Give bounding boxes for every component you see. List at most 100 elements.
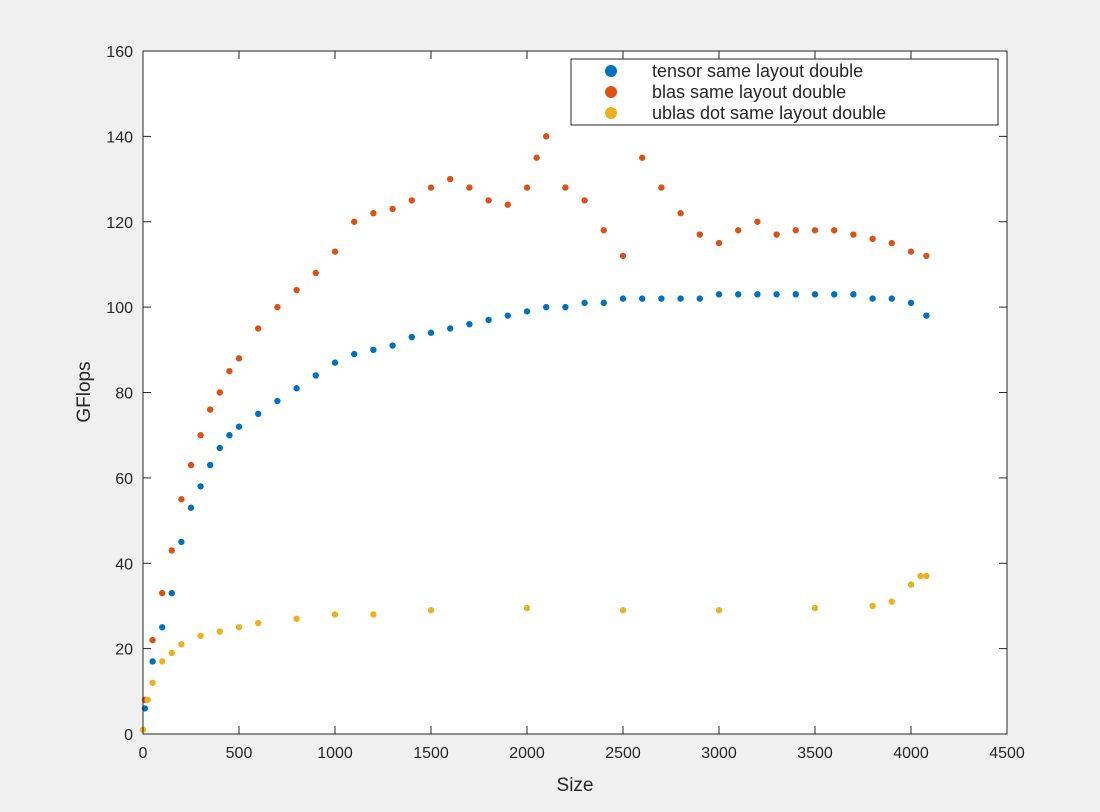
- data-point: [917, 572, 924, 580]
- data-point: [427, 607, 435, 614]
- data-point: [907, 299, 915, 307]
- data-point: [447, 325, 454, 332]
- data-point: [408, 197, 415, 204]
- y-tick-label: 20: [115, 642, 133, 659]
- data-point: [255, 325, 262, 332]
- data-point: [869, 602, 876, 610]
- legend-box: [570, 58, 999, 126]
- data-point: [504, 201, 511, 208]
- legend-label-tensor: tensor same layout double: [652, 61, 863, 81]
- data-point: [677, 210, 684, 217]
- data-point: [168, 649, 175, 657]
- series-tensor: [141, 291, 930, 712]
- data-point: [504, 312, 511, 319]
- data-point: [178, 496, 185, 503]
- y-tick-label: 100: [106, 300, 133, 317]
- data-point: [869, 235, 876, 243]
- data-point: [197, 431, 204, 439]
- data-point: [187, 504, 195, 511]
- data-point: [197, 483, 204, 490]
- data-point: [811, 604, 819, 612]
- x-tick-label: 4500: [989, 745, 1025, 762]
- data-point: [168, 589, 175, 597]
- legend-marker-tensor: [605, 65, 617, 77]
- data-point: [370, 611, 377, 618]
- x-axis-label: Size: [557, 775, 594, 796]
- data-point: [149, 636, 156, 644]
- data-point: [351, 350, 358, 358]
- data-point: [389, 342, 396, 349]
- data-point: [735, 291, 742, 298]
- data-point: [255, 410, 262, 418]
- data-point: [923, 312, 930, 319]
- legend: tensor same layout double blas same layo…: [570, 58, 999, 126]
- x-tick-label: 1000: [317, 745, 353, 762]
- data-point: [159, 589, 166, 597]
- x-tick-label: 3000: [701, 745, 737, 762]
- data-point: [543, 133, 550, 140]
- data-point: [255, 619, 262, 627]
- data-point: [811, 227, 819, 234]
- data-point: [408, 333, 415, 341]
- data-point: [216, 628, 223, 635]
- data-point: [562, 184, 569, 191]
- data-point: [485, 316, 492, 324]
- data-point: [447, 175, 454, 183]
- data-point: [226, 367, 233, 375]
- data-point: [149, 658, 156, 665]
- y-tick-label: 160: [106, 44, 133, 61]
- data-point: [792, 227, 799, 234]
- data-point: [696, 295, 703, 302]
- data-point: [533, 154, 540, 161]
- data-point: [331, 248, 339, 255]
- data-point: [619, 607, 627, 614]
- data-point: [639, 154, 646, 161]
- data-point: [235, 355, 243, 362]
- data-point: [274, 303, 281, 311]
- data-point: [159, 624, 166, 631]
- data-point: [523, 308, 531, 315]
- y-tick-label: 140: [106, 129, 133, 146]
- data-point: [370, 346, 377, 354]
- data-point: [658, 184, 665, 191]
- data-point: [754, 291, 761, 298]
- data-point: [427, 184, 435, 191]
- tick-labels: 0 500 1000 1500 2000 2500 3000 3500 4000 4500 0 20 4…: [106, 44, 1025, 762]
- y-tick-label: 120: [106, 215, 133, 232]
- data-point: [639, 295, 646, 302]
- data-point: [331, 611, 339, 618]
- data-point: [159, 658, 166, 665]
- data-point: [773, 291, 780, 298]
- data-point: [235, 624, 243, 631]
- legend-label-blas: blas same layout double: [652, 82, 846, 102]
- data-point: [888, 239, 895, 247]
- data-point: [792, 291, 799, 298]
- data-point: [216, 444, 223, 452]
- data-point: [619, 252, 627, 260]
- data-point: [144, 696, 151, 704]
- x-tick-label: 2500: [605, 745, 641, 762]
- data-point: [485, 197, 492, 204]
- y-axis-label: GFlops: [74, 361, 95, 422]
- x-tick-label: 4000: [893, 745, 929, 762]
- data-point: [274, 397, 281, 405]
- data-point: [178, 538, 185, 546]
- y-tick-label: 40: [115, 556, 133, 573]
- data-point: [773, 231, 780, 238]
- data-point: [850, 291, 857, 298]
- data-point: [466, 321, 473, 328]
- data-point: [619, 295, 627, 302]
- plot-area: [143, 51, 1007, 734]
- data-point: [581, 299, 588, 307]
- data-point: [696, 231, 703, 238]
- data-point: [923, 252, 930, 260]
- data-point: [677, 295, 684, 302]
- data-point: [850, 231, 857, 238]
- data-points: [139, 133, 930, 733]
- data-point: [207, 406, 214, 413]
- x-tick-label: 3500: [797, 745, 833, 762]
- data-point: [523, 184, 531, 191]
- data-point: [389, 205, 396, 213]
- data-point: [187, 461, 195, 469]
